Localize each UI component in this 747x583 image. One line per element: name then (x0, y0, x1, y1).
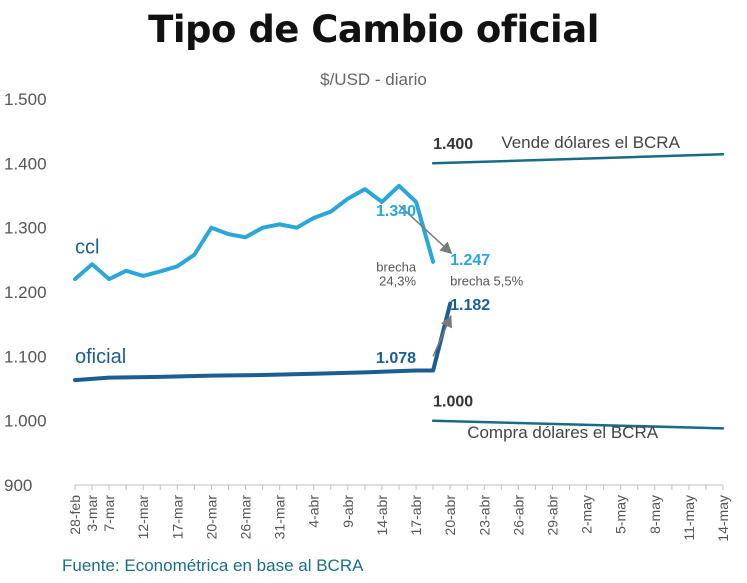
x-tick-label: 7-mar (101, 495, 117, 532)
x-tick-label: 4-abr (306, 495, 322, 528)
annotation-label: Vende dólares el BCRA (501, 133, 680, 152)
annotation-label: ccl (75, 236, 99, 258)
annotation-label: 1.247 (450, 252, 490, 269)
x-tick-label: 2-may (579, 495, 595, 534)
y-tick-label: 900 (4, 476, 32, 495)
y-tick-label: 1.400 (4, 154, 47, 173)
series-line-1 (73, 301, 453, 383)
annotation-label: Compra dólares el BCRA (467, 423, 659, 442)
x-tick-label: 29-abr (544, 495, 560, 536)
gap-arrow (432, 314, 453, 357)
x-tick-label: 17-abr (408, 495, 424, 536)
annotation-label: 1.340 (376, 203, 416, 220)
y-tick-label: 1.300 (4, 219, 47, 238)
x-tick-label: 3-mar (84, 495, 100, 532)
x-tick-label: 26-abr (510, 495, 526, 536)
x-tick-label: 14-abr (374, 495, 390, 536)
chart-subtitle: $/USD - diario (320, 70, 427, 89)
x-tick-label: 12-mar (135, 495, 151, 540)
annotation-label: 1.000 (433, 394, 473, 411)
annotation-label: 24,3% (379, 274, 416, 289)
x-tick-label: 28-feb (67, 495, 83, 535)
annotation-label: 1.182 (450, 297, 490, 314)
x-tick-label: 23-abr (476, 495, 492, 536)
x-tick-label: 9-abr (340, 495, 356, 528)
x-tick-label: 8-may (647, 495, 663, 534)
x-tick-label: 11-may (681, 495, 697, 541)
x-tick-label: 17-mar (169, 495, 185, 540)
annotation-label: oficial (75, 346, 126, 368)
x-tick-label: 31-mar (272, 495, 288, 540)
series-line-2 (431, 153, 725, 165)
gap-arrow (398, 204, 453, 255)
chart-title: Tipo de Cambio oficial (148, 8, 599, 51)
x-tick-label: 26-mar (238, 495, 254, 540)
x-tick-label: 20-abr (442, 495, 458, 536)
y-tick-label: 1.200 (4, 283, 47, 302)
annotation-label: brecha 5,5% (450, 274, 523, 289)
series-line-3 (431, 419, 725, 430)
series-line-0 (73, 183, 436, 282)
x-tick-label: 14-may (715, 495, 731, 542)
y-tick-label: 1.000 (4, 412, 47, 431)
y-tick-label: 1.500 (4, 90, 47, 109)
annotation-label: 1.078 (376, 350, 416, 367)
y-tick-label: 1.100 (4, 347, 47, 366)
annotation-label: 1.400 (433, 136, 473, 153)
x-tick-label: 20-mar (203, 495, 219, 540)
chart-source: Fuente: Econométrica en base al BCRA (62, 556, 364, 575)
annotation-label: brecha (376, 259, 417, 274)
x-tick-label: 5-may (613, 495, 629, 534)
